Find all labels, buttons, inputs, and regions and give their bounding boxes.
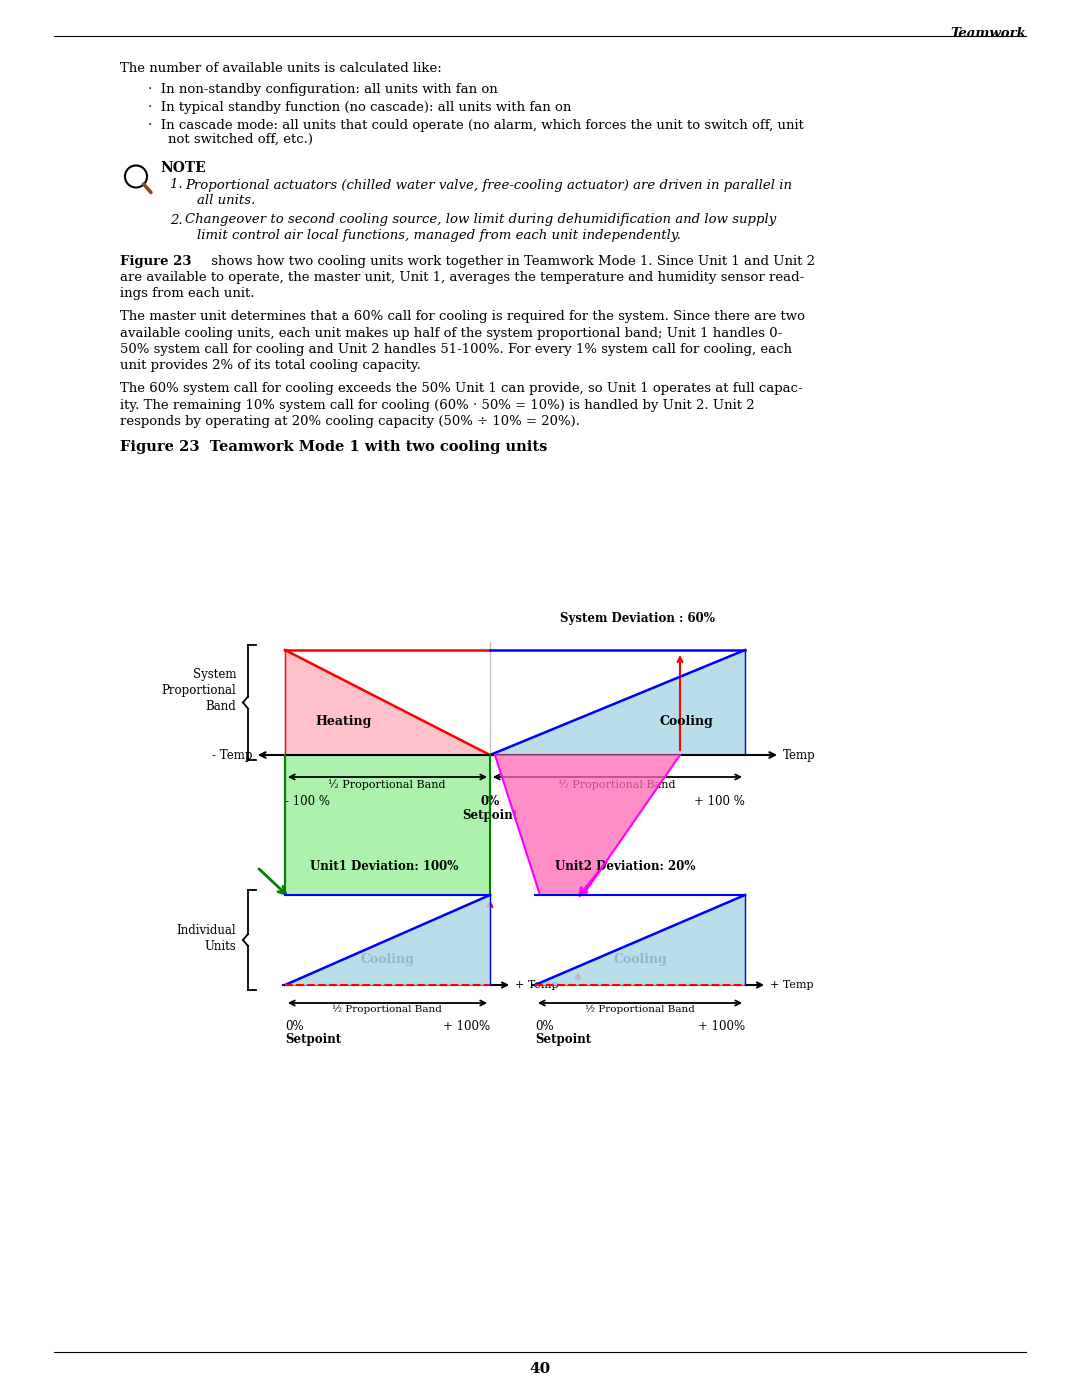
Text: Individual: Individual bbox=[176, 923, 237, 936]
Text: Setpoint: Setpoint bbox=[462, 809, 518, 821]
Text: Setpoint: Setpoint bbox=[285, 1032, 341, 1046]
Text: all units.: all units. bbox=[197, 194, 255, 207]
Text: Changeover to second cooling source, low limit during dehumidification and low s: Changeover to second cooling source, low… bbox=[185, 214, 777, 226]
Text: + 100 %: + 100 % bbox=[694, 795, 745, 807]
Text: The 60% system call for cooling exceeds the 50% Unit 1 can provide, so Unit 1 op: The 60% system call for cooling exceeds … bbox=[120, 381, 802, 395]
Text: ½ Proportional Band: ½ Proportional Band bbox=[558, 780, 676, 789]
Text: 1.: 1. bbox=[170, 179, 195, 191]
Polygon shape bbox=[495, 754, 680, 895]
Polygon shape bbox=[285, 754, 490, 895]
Text: Teamwork: Teamwork bbox=[950, 27, 1026, 41]
Text: ½ Proportional Band: ½ Proportional Band bbox=[585, 1004, 694, 1014]
Text: + Temp: + Temp bbox=[515, 981, 558, 990]
Text: ½ Proportional Band: ½ Proportional Band bbox=[328, 780, 446, 789]
Polygon shape bbox=[490, 650, 745, 754]
Text: Temp: Temp bbox=[783, 749, 815, 761]
Text: not switched off, etc.): not switched off, etc.) bbox=[168, 133, 313, 147]
Text: Proportional: Proportional bbox=[161, 685, 237, 697]
Text: are available to operate, the master unit, Unit 1, averages the temperature and : are available to operate, the master uni… bbox=[120, 271, 805, 284]
Text: ·  In non-standby configuration: all units with fan on: · In non-standby configuration: all unit… bbox=[148, 84, 498, 96]
Text: System: System bbox=[192, 668, 237, 680]
Text: ½ Proportional Band: ½ Proportional Band bbox=[332, 1004, 442, 1014]
Text: Cooling: Cooling bbox=[360, 953, 414, 965]
Text: ity. The remaining 10% system call for cooling (60% · 50% = 10%) is handled by U: ity. The remaining 10% system call for c… bbox=[120, 398, 755, 412]
Text: + 100%: + 100% bbox=[443, 1020, 490, 1032]
Text: 0%: 0% bbox=[481, 795, 500, 807]
Text: The master unit determines that a 60% call for cooling is required for the syste: The master unit determines that a 60% ca… bbox=[120, 310, 805, 323]
Text: 0%: 0% bbox=[285, 1020, 303, 1032]
Text: Unit2 Deviation: 20%: Unit2 Deviation: 20% bbox=[555, 861, 696, 873]
Text: Figure 23: Figure 23 bbox=[120, 254, 191, 267]
Text: ings from each unit.: ings from each unit. bbox=[120, 288, 255, 300]
Polygon shape bbox=[285, 895, 490, 985]
Text: The number of available units is calculated like:: The number of available units is calcula… bbox=[120, 61, 442, 75]
Text: 40: 40 bbox=[529, 1362, 551, 1376]
Text: Band: Band bbox=[205, 700, 237, 712]
Text: + Temp: + Temp bbox=[770, 981, 813, 990]
Text: Figure 23  Teamwork Mode 1 with two cooling units: Figure 23 Teamwork Mode 1 with two cooli… bbox=[120, 440, 548, 454]
Polygon shape bbox=[285, 650, 490, 754]
Text: + 100%: + 100% bbox=[698, 1020, 745, 1032]
Polygon shape bbox=[535, 895, 745, 985]
Text: 0%: 0% bbox=[535, 1020, 554, 1032]
Text: NOTE: NOTE bbox=[160, 162, 206, 176]
Text: System Deviation : 60%: System Deviation : 60% bbox=[561, 612, 715, 624]
Text: 2.: 2. bbox=[170, 214, 195, 226]
Text: Heating: Heating bbox=[315, 715, 372, 728]
Text: available cooling units, each unit makes up half of the system proportional band: available cooling units, each unit makes… bbox=[120, 327, 782, 339]
Text: - Temp: - Temp bbox=[212, 749, 252, 761]
Text: Unit1 Deviation: 100%: Unit1 Deviation: 100% bbox=[310, 861, 458, 873]
Text: Cooling: Cooling bbox=[613, 953, 667, 965]
Text: 50% system call for cooling and Unit 2 handles 51-100%. For every 1% system call: 50% system call for cooling and Unit 2 h… bbox=[120, 344, 792, 356]
Text: Units: Units bbox=[204, 940, 237, 953]
Text: - 100 %: - 100 % bbox=[285, 795, 330, 807]
Text: unit provides 2% of its total cooling capacity.: unit provides 2% of its total cooling ca… bbox=[120, 359, 421, 373]
Text: Proportional actuators (chilled water valve, free-cooling actuator) are driven i: Proportional actuators (chilled water va… bbox=[185, 179, 792, 191]
Text: ·  In cascade mode: all units that could operate (no alarm, which forces the uni: · In cascade mode: all units that could … bbox=[148, 119, 804, 131]
Text: Setpoint: Setpoint bbox=[535, 1032, 591, 1046]
Text: limit control air local functions, managed from each unit independently.: limit control air local functions, manag… bbox=[197, 229, 680, 242]
Text: responds by operating at 20% cooling capacity (50% ÷ 10% = 20%).: responds by operating at 20% cooling cap… bbox=[120, 415, 580, 427]
Text: Cooling: Cooling bbox=[660, 715, 714, 728]
Text: shows how two cooling units work together in Teamwork Mode 1. Since Unit 1 and U: shows how two cooling units work togethe… bbox=[207, 254, 815, 267]
Text: ·  In typical standby function (no cascade): all units with fan on: · In typical standby function (no cascad… bbox=[148, 101, 571, 115]
